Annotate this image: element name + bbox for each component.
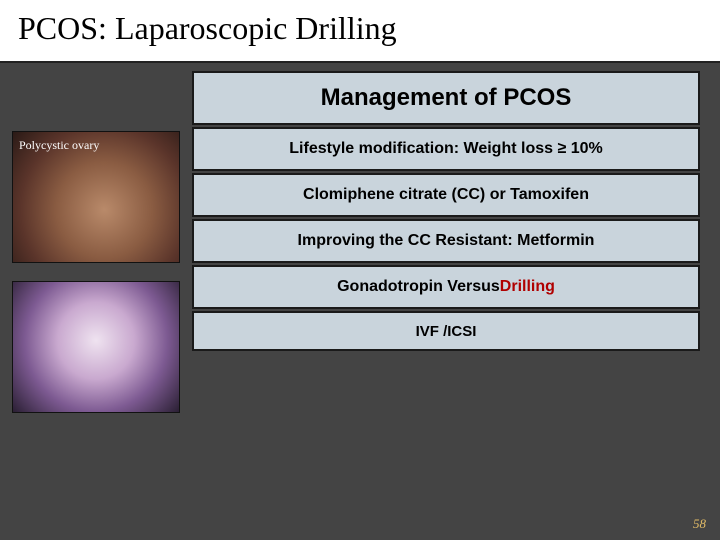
page-number: 58 — [693, 516, 706, 532]
title-bar: PCOS: Laparoscopic Drilling — [0, 0, 720, 63]
flow-step-4: Gonadotropin Versus Drilling — [192, 265, 700, 309]
drilling-procedure-image — [12, 281, 180, 413]
image-label: Polycystic ovary — [19, 138, 99, 153]
flow-step-3: Improving the CC Resistant: Metformin — [192, 219, 700, 263]
content-area: Polycystic ovary Management of PCOSLifes… — [0, 63, 720, 413]
left-image-column: Polycystic ovary — [12, 71, 182, 413]
flow-step-1: Lifestyle modification: Weight loss ≥ 10… — [192, 127, 700, 171]
flow-step-0: Management of PCOS — [192, 71, 700, 125]
flowchart: Management of PCOSLifestyle modification… — [192, 71, 708, 413]
polycystic-ovary-image: Polycystic ovary — [12, 131, 180, 263]
flow-step-2: Clomiphene citrate (CC) or Tamoxifen — [192, 173, 700, 217]
slide-title: PCOS: Laparoscopic Drilling — [18, 10, 702, 47]
flow-step-5: IVF /ICSI — [192, 311, 700, 351]
